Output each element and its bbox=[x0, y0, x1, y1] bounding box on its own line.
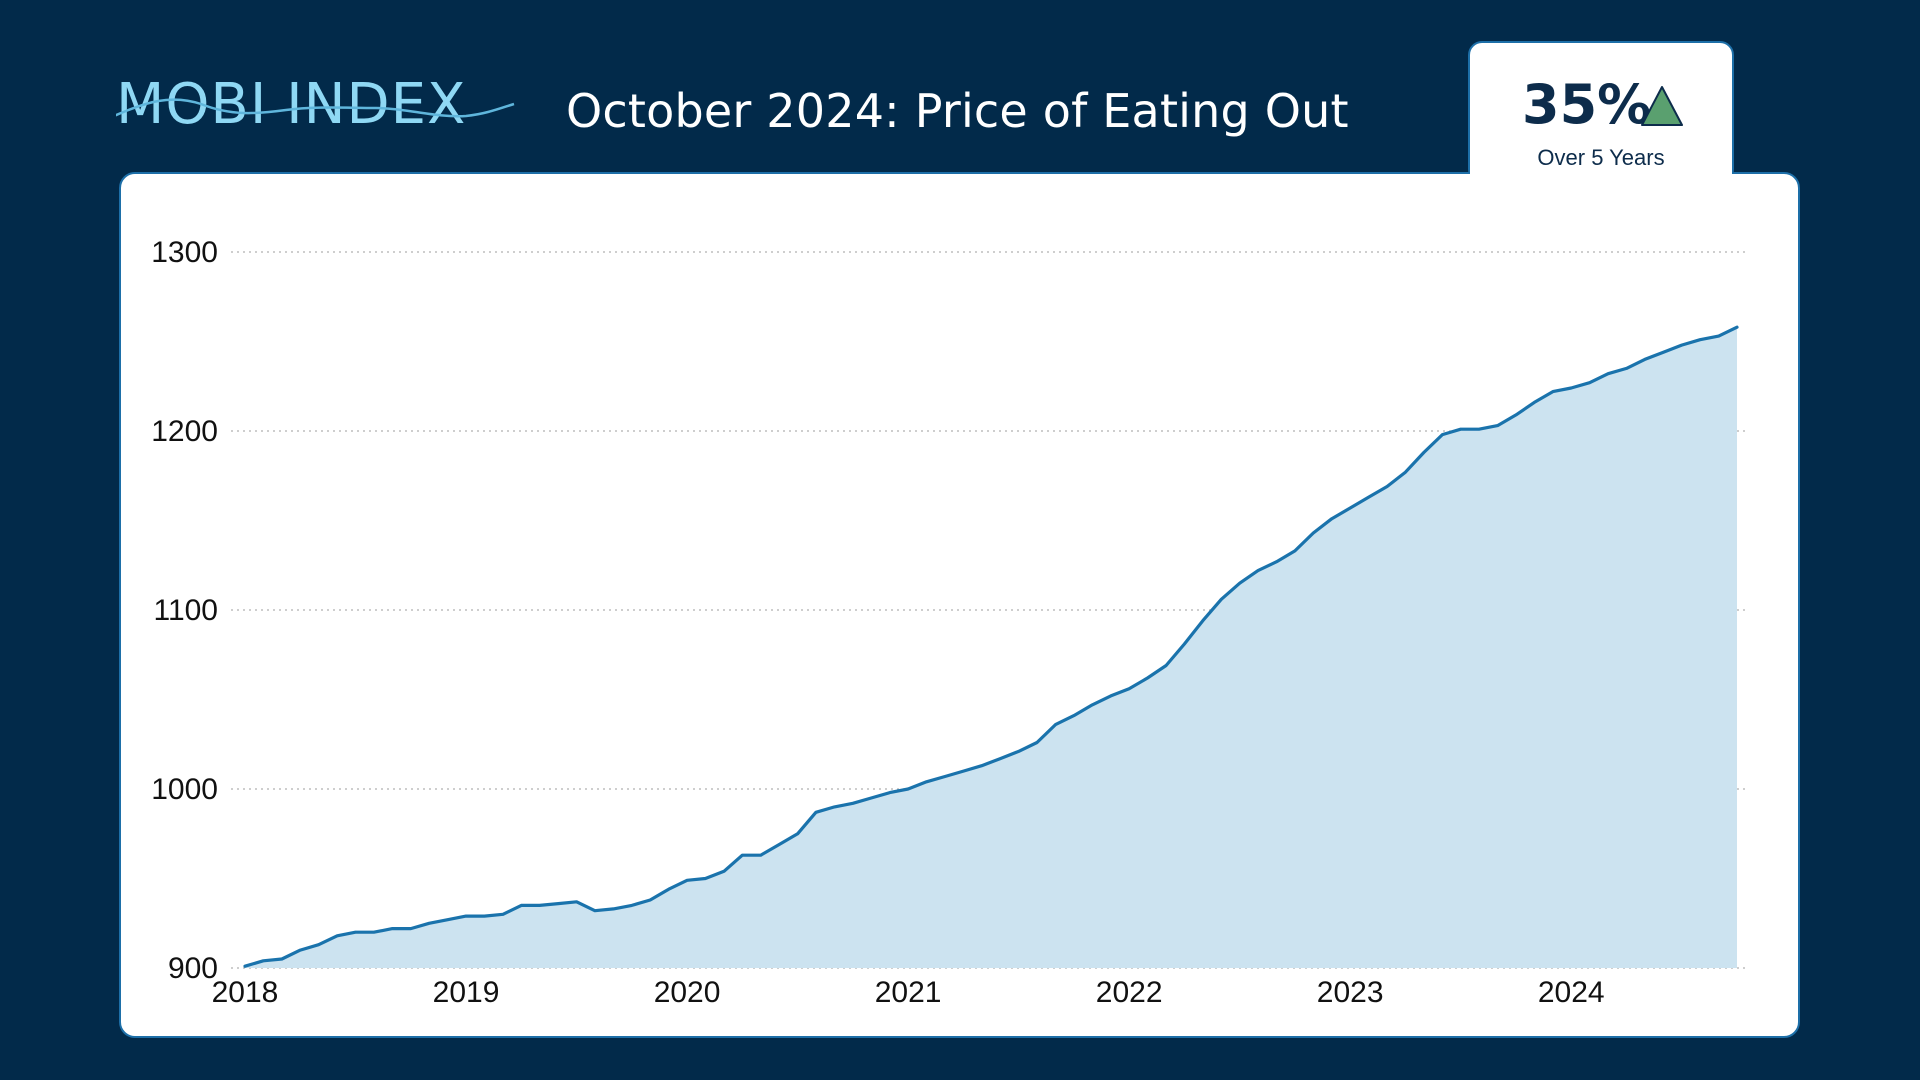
series-line bbox=[243, 325, 1739, 968]
page-title: October 2024: Price of Eating Out bbox=[566, 84, 1349, 138]
x-tick-label: 2020 bbox=[654, 976, 721, 1009]
y-tick-label: 900 bbox=[168, 952, 218, 985]
brand-logo: MOBI INDEX bbox=[116, 72, 516, 138]
wave-icon bbox=[116, 98, 515, 118]
x-tick-label: 2023 bbox=[1317, 976, 1384, 1009]
y-tick-label: 1300 bbox=[151, 236, 218, 269]
change-value: 35% bbox=[1522, 73, 1652, 136]
x-tick-label: 2018 bbox=[212, 976, 279, 1009]
x-tick-label: 2021 bbox=[875, 976, 942, 1009]
y-tick-label: 1000 bbox=[151, 773, 218, 806]
y-tick-label: 1100 bbox=[153, 594, 218, 627]
x-tick-label: 2024 bbox=[1538, 976, 1605, 1009]
change-caption: Over 5 Years bbox=[1537, 145, 1665, 170]
triangle-up-icon bbox=[1641, 86, 1683, 126]
x-tick-label: 2022 bbox=[1096, 976, 1163, 1009]
x-axis-ticks: 2018 2019 2020 2021 2022 2023 2024 bbox=[212, 976, 1605, 1009]
badge-card-join bbox=[1470, 168, 1732, 176]
chart-area bbox=[243, 325, 1739, 968]
brand-logo-text: MOBI INDEX bbox=[116, 72, 466, 137]
y-tick-label: 1200 bbox=[151, 415, 218, 448]
x-tick-label: 2019 bbox=[433, 976, 500, 1009]
change-badge: 35% Over 5 Years bbox=[1468, 41, 1734, 183]
series-area-fill bbox=[245, 327, 1737, 968]
y-axis-ticks: 900 1000 1100 1200 1300 bbox=[151, 236, 218, 985]
